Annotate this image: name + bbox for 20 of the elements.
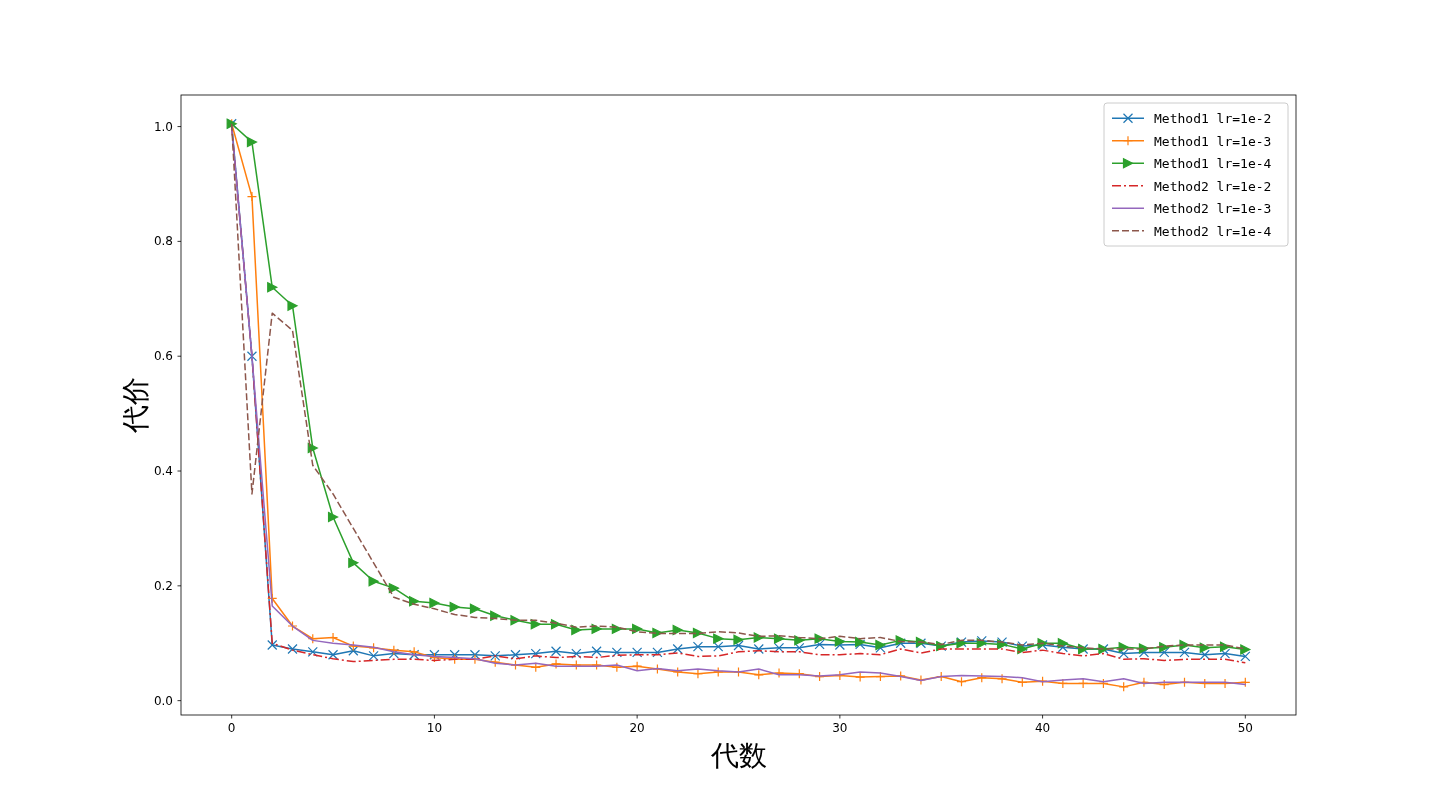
legend-label: Method2 lr=1e-2 xyxy=(1154,178,1272,194)
x-tick-label: 20 xyxy=(629,721,645,735)
legend-label: Method1 lr=1e-4 xyxy=(1154,156,1272,172)
x-tick-label: 0 xyxy=(227,721,236,735)
y-tick-label: 0.0 xyxy=(153,693,173,708)
y-tick-label: 0.6 xyxy=(153,349,173,364)
legend-label: Method1 lr=1e-3 xyxy=(1154,133,1272,149)
x-axis-title: 代数 xyxy=(709,739,767,772)
y-tick-label: 0.2 xyxy=(153,578,173,593)
x-tick-label: 10 xyxy=(426,721,443,735)
legend-label: Method2 lr=1e-3 xyxy=(1154,201,1272,217)
y-axis-title: 代价 xyxy=(119,377,152,434)
y-tick-label: 1.0 xyxy=(153,119,173,134)
y-tick-label: 0.8 xyxy=(153,234,173,249)
y-tick-label: 0.4 xyxy=(153,464,173,479)
x-tick-label: 40 xyxy=(1034,721,1051,735)
legend-label: Method1 lr=1e-2 xyxy=(1154,111,1272,127)
x-tick-label: 30 xyxy=(832,721,848,735)
x-tick-label: 50 xyxy=(1237,721,1253,735)
legend-label: Method2 lr=1e-4 xyxy=(1154,223,1272,239)
